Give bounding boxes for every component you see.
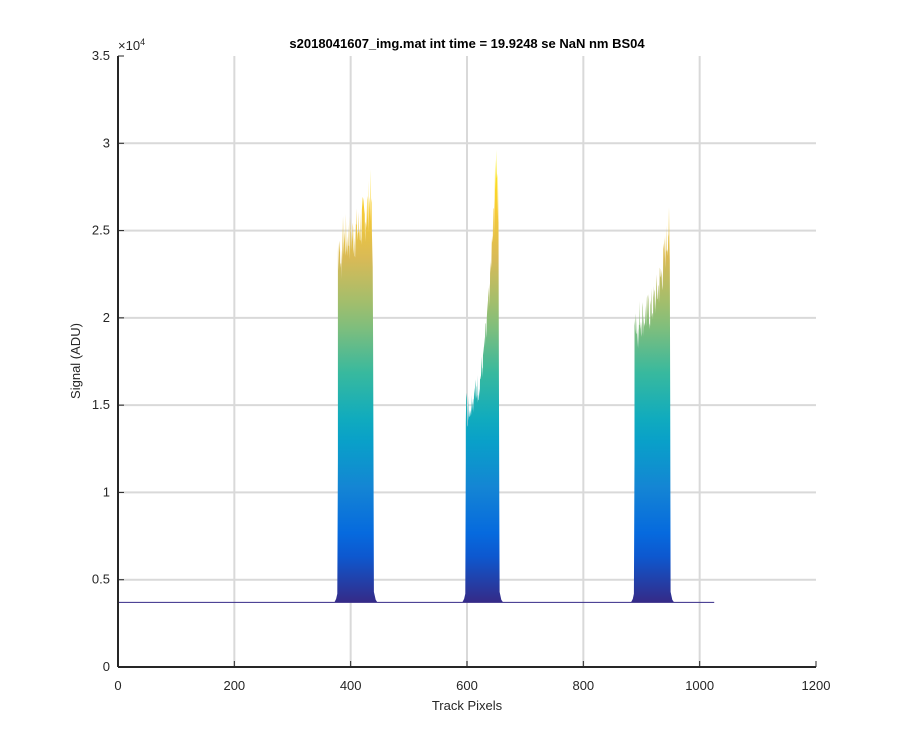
y-tick-label: 1 <box>103 484 110 499</box>
y-tick-label: 2 <box>103 310 110 325</box>
x-tick-label: 200 <box>223 678 245 693</box>
y-exponent-power: 4 <box>140 37 145 47</box>
x-tick-label: 600 <box>456 678 478 693</box>
x-tick-label: 400 <box>340 678 362 693</box>
y-axis-label: Signal (ADU) <box>68 323 83 399</box>
x-tick-label: 1000 <box>685 678 714 693</box>
y-tick-label: 0.5 <box>92 572 110 587</box>
x-tick-label: 800 <box>572 678 594 693</box>
y-tick-label: 0 <box>103 659 110 674</box>
peaks <box>334 149 675 603</box>
x-axis-label: Track Pixels <box>432 698 503 713</box>
chart-title: s2018041607_img.mat int time = 19.9248 s… <box>289 36 645 51</box>
y-tick-label: 3.5 <box>92 48 110 63</box>
ticks: 0 200 400 600 800 1000 1200 0 0.5 1 1.5 2 2.5 3 3.5 <box>92 48 831 693</box>
y-tick-label: 2.5 <box>92 223 110 238</box>
peak-1 <box>334 169 378 603</box>
y-tick-label: 1.5 <box>92 397 110 412</box>
y-tick-label: 3 <box>103 135 110 150</box>
y-exponent-label: ×104 <box>118 37 145 53</box>
peak-2 <box>462 149 504 603</box>
x-tick-label: 0 <box>114 678 121 693</box>
peak-3 <box>631 207 675 603</box>
x-tick-label: 1200 <box>802 678 831 693</box>
y-exponent-base: ×10 <box>118 38 140 53</box>
